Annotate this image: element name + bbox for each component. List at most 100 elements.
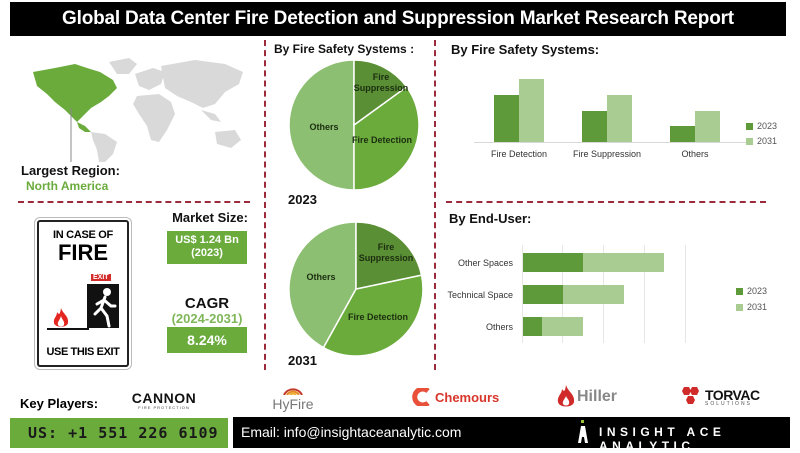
logo-cannon-subtext: FIRE PROTECTION xyxy=(138,405,190,410)
divider-left-horizontal xyxy=(18,201,250,203)
divider-right-horizontal xyxy=(446,201,766,203)
hbar-chart: Other Spaces Technical Space Others xyxy=(440,245,740,345)
flame-icon xyxy=(49,306,73,335)
logo-hyfire-text: HyFire xyxy=(272,396,314,412)
pie-2023-suppression-label: Fire Suppression xyxy=(351,72,411,94)
gridline xyxy=(685,245,686,343)
market-size-label: Market Size: xyxy=(172,210,248,225)
market-size-box: US$ 1.24 Bn (2023) xyxy=(167,231,247,264)
logo-torvac-subtext: SOLUTIONS xyxy=(705,401,752,407)
sign-line1: IN CASE OF xyxy=(53,229,113,241)
footer-bar: Email: info@insightaceanalytic.com INSIG… xyxy=(233,417,790,453)
world-map xyxy=(25,50,250,165)
bar-fire-suppression-2031 xyxy=(607,95,632,142)
sign-exit-badge: EXIT xyxy=(91,274,111,281)
pie-chart-2023: Fire Suppression Fire Detection Others xyxy=(288,59,420,191)
market-size-year: (2023) xyxy=(191,247,223,259)
bar-category-label: Others xyxy=(681,149,709,159)
bar-category-label: Fire Detection xyxy=(490,149,548,159)
fire-exit-sign: IN CASE OF FIRE EXIT USE THIS EXIT xyxy=(37,220,129,367)
hbar-other-spaces-2023 xyxy=(523,253,583,272)
pie-2031-detection-label: Fire Detection xyxy=(347,312,408,322)
hbar-section-title: By End-User: xyxy=(449,211,532,226)
pie-2031-year: 2031 xyxy=(288,353,317,368)
bar-section-title: By Fire Safety Systems: xyxy=(451,42,600,57)
bar-legend: 2023 2031 xyxy=(746,121,777,146)
legend-swatch xyxy=(746,122,753,130)
pie-2023-detection-label: Fire Detection xyxy=(351,135,412,145)
hbar-category-label: Others xyxy=(485,322,513,332)
world-map-icon xyxy=(33,58,243,162)
key-players-label: Key Players: xyxy=(20,396,99,411)
market-size-value: US$ 1.24 Bn xyxy=(175,234,239,246)
pie-2031-suppression-line2: Suppression xyxy=(358,253,414,263)
bar-fire-suppression-2023 xyxy=(582,111,607,142)
sign-line2: FIRE xyxy=(57,240,109,265)
brand-name: INSIGHT ACE ANALYTIC xyxy=(599,425,726,453)
largest-region-value: North America xyxy=(26,179,109,193)
contact-phone[interactable]: US: +1 551 226 6109 xyxy=(10,418,228,448)
hbar-technical-space-2023 xyxy=(523,285,563,304)
pie-2023-suppression-line2: Suppression xyxy=(353,83,409,93)
pie-chart-2031: Fire Suppression Fire Detection Others xyxy=(288,221,424,357)
gridline xyxy=(522,245,523,343)
bar-fire-detection-2031 xyxy=(519,79,544,142)
legend-swatch xyxy=(736,287,743,295)
logo-hyfire: HyFire xyxy=(268,382,318,412)
logo-hiller-text: Hiller xyxy=(577,388,618,405)
report-title: Global Data Center Fire Detection and Su… xyxy=(10,2,786,36)
hbar-others-2031 xyxy=(542,317,583,336)
cagr-label: CAGR xyxy=(184,295,230,312)
exit-door-icon xyxy=(87,284,119,328)
pie-2031-others-label: Others xyxy=(306,272,336,282)
pie-2023-year: 2023 xyxy=(288,192,317,207)
bar-others-2031 xyxy=(695,111,720,142)
logo-torvac: TORVAC SOLUTIONS xyxy=(678,386,760,408)
legend-label: 2023 xyxy=(747,286,768,296)
gridline xyxy=(644,245,645,343)
hbar-other-spaces-2031 xyxy=(583,253,664,272)
legend-label: 2031 xyxy=(757,136,778,146)
logo-chemours-text: Chemours xyxy=(435,389,500,405)
hbar-legend: 2023 2031 xyxy=(736,286,767,312)
pie-2031-suppression-line1: Fire xyxy=(377,242,395,252)
legend-item-2031: 2031 xyxy=(746,136,777,146)
legend-item-2023: 2023 xyxy=(746,121,777,131)
torvac-hexagon-icon xyxy=(682,387,699,404)
cagr-period: (2024-2031) xyxy=(171,311,243,326)
largest-region-label: Largest Region: xyxy=(21,163,120,178)
pie-2031-suppression-label: Fire Suppression xyxy=(355,242,417,264)
pie-2023-suppression-line1: Fire xyxy=(372,72,390,82)
contact-email[interactable]: Email: info@insightaceanalytic.com xyxy=(241,424,462,440)
pie-section-title: By Fire Safety Systems : xyxy=(274,42,415,56)
legend-item-2023: 2023 xyxy=(736,286,767,296)
bar-category-label: Fire Suppression xyxy=(572,149,642,159)
bar-fire-detection-2023 xyxy=(494,95,519,142)
legend-item-2031: 2031 xyxy=(736,302,767,312)
logo-torvac-text: TORVAC xyxy=(705,387,760,403)
logo-cannon: CANNON FIRE PROTECTION xyxy=(124,390,204,410)
logo-hiller: Hiller xyxy=(556,384,617,410)
chemours-c-icon xyxy=(412,388,430,406)
hbar-category-label: Other Spaces xyxy=(457,258,513,268)
logo-chemours: Chemours xyxy=(412,388,499,406)
bar-axis-line xyxy=(474,142,746,143)
legend-swatch xyxy=(746,137,753,145)
logo-cannon-text: CANNON xyxy=(131,390,197,406)
insight-ace-logo-icon xyxy=(577,420,589,449)
hbar-category-label: Technical Space xyxy=(447,290,513,300)
hiller-flame-icon xyxy=(557,385,575,407)
legend-label: 2023 xyxy=(757,121,778,131)
hbar-others-2023 xyxy=(523,317,542,336)
cagr-value: 8.24% xyxy=(167,327,247,353)
hbar-technical-space-2031 xyxy=(563,285,624,304)
legend-swatch xyxy=(736,303,743,311)
bar-others-2023 xyxy=(670,126,695,142)
divider-right xyxy=(434,40,436,370)
bar-chart: Fire Detection Fire Suppression Others xyxy=(474,70,746,160)
legend-label: 2031 xyxy=(747,302,768,312)
divider-left xyxy=(264,40,266,370)
pie-2023-others-label: Others xyxy=(309,122,339,132)
hyfire-signal-icon xyxy=(283,388,303,396)
sign-line3: USE THIS EXIT xyxy=(46,346,120,358)
